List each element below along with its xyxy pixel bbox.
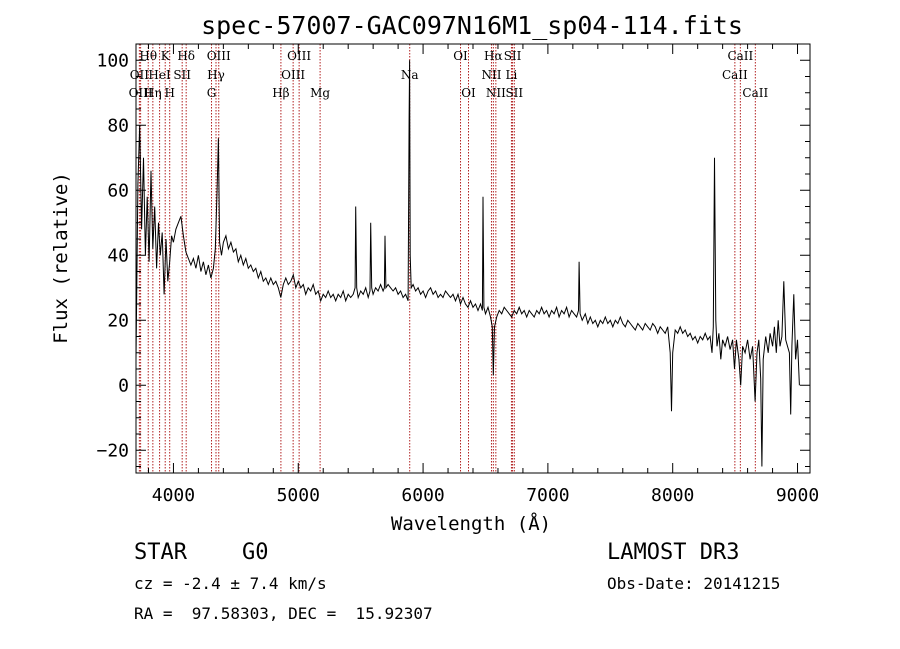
line-marker-label: OI xyxy=(453,49,468,63)
plot-frame xyxy=(135,43,811,474)
x-tick-label: 4000 xyxy=(152,485,195,506)
obs-date-text: Obs-Date: 20141215 xyxy=(607,574,781,593)
object-subclass: G0 xyxy=(242,540,269,565)
line-marker-label: Hβ xyxy=(272,86,289,100)
x-tick-label: 9000 xyxy=(776,485,819,506)
line-marker-label: CaII xyxy=(742,86,768,100)
line-marker-label: Hη xyxy=(144,86,162,100)
x-tick-label: 7000 xyxy=(526,485,569,506)
line-marker-label: NII xyxy=(481,68,501,82)
redshift-text: cz = -2.4 ± 7.4 km/s xyxy=(134,574,327,593)
line-marker-label: K xyxy=(161,49,171,63)
line-marker-label: CaII xyxy=(727,49,753,63)
y-tick-label: 60 xyxy=(107,180,129,201)
line-marker-label: CaII xyxy=(722,68,748,82)
line-marker-label: Mg xyxy=(310,86,330,100)
spectrum-line xyxy=(135,60,800,467)
line-marker-label: Hθ xyxy=(139,49,157,63)
line-marker-label: Li xyxy=(506,68,518,82)
line-marker-label: SII xyxy=(504,49,522,63)
line-marker-label: OIII xyxy=(207,49,231,63)
x-tick-label: 6000 xyxy=(401,485,444,506)
y-axis-ticks: −20 0 20 40 60 80 100 xyxy=(96,43,810,467)
line-marker-label: SII xyxy=(173,68,191,82)
y-tick-label: 0 xyxy=(118,375,129,396)
chart-title: spec-57007-GAC097N16M1_sp04-114.fits xyxy=(201,11,743,40)
survey-name: LAMOST DR3 xyxy=(607,540,740,565)
line-marker-label: OIII xyxy=(281,68,305,82)
line-marker-label: G xyxy=(207,86,217,100)
y-tick-label: −20 xyxy=(96,440,129,461)
x-tick-label: 8000 xyxy=(651,485,694,506)
coordinates-text: RA = 97.58303, DEC = 15.92307 xyxy=(134,604,433,623)
line-marker-label: OIII xyxy=(287,49,311,63)
line-marker-label: Hδ xyxy=(177,49,195,63)
x-tick-label: 5000 xyxy=(277,485,320,506)
y-tick-label: 20 xyxy=(107,310,129,331)
line-marker-label: Hα xyxy=(484,49,503,63)
line-marker-label: OII xyxy=(130,68,150,82)
line-marker-label: OI xyxy=(461,86,476,100)
y-tick-label: 40 xyxy=(107,245,129,266)
object-class: STAR xyxy=(134,540,187,565)
x-axis-label: Wavelength (Å) xyxy=(391,512,551,535)
line-marker-label: Hγ xyxy=(207,68,225,82)
line-marker-label: SII xyxy=(505,86,523,100)
line-marker-label: HeI xyxy=(148,68,171,82)
x-axis-ticks: 4000 5000 6000 7000 8000 9000 xyxy=(147,44,819,506)
line-marker-label: NII xyxy=(486,86,506,100)
line-marker-label: H xyxy=(164,86,174,100)
y-tick-label: 80 xyxy=(107,115,129,136)
line-markers xyxy=(138,44,756,473)
y-axis-label: Flux (relative) xyxy=(50,172,72,344)
y-tick-label: 100 xyxy=(96,50,129,71)
